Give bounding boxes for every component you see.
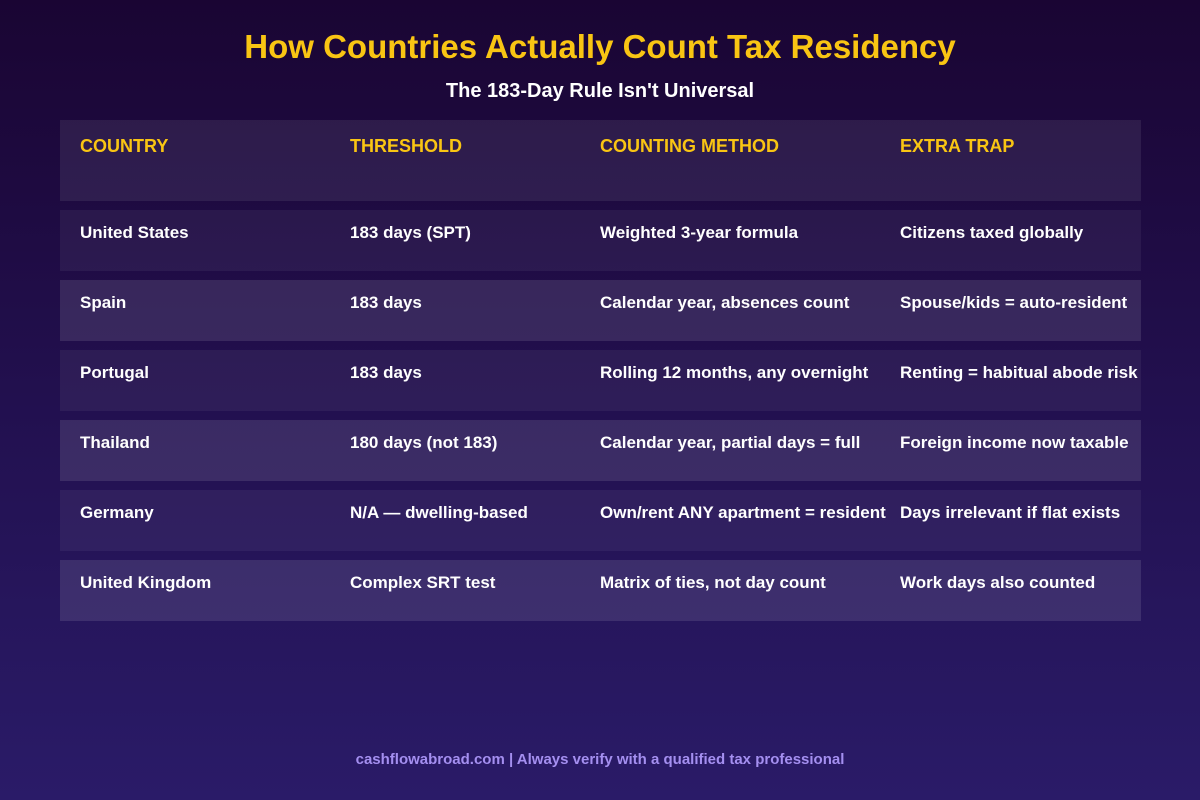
cell-threshold: Complex SRT test	[350, 573, 496, 592]
cell-counting-method: Calendar year, absences count	[600, 293, 850, 312]
cell-counting-method: Own/rent ANY apartment = resident	[600, 503, 886, 522]
column-header-country: COUNTRY	[80, 136, 169, 156]
table-row: Spain 183 days Calendar year, absences cou…	[60, 280, 1141, 341]
column-header-counting-method: COUNTING METHOD	[600, 136, 779, 156]
page-subtitle: The 183-Day Rule Isn't Universal	[445, 80, 755, 102]
cell-extra-trap: Spouse/kids = auto-resident	[900, 293, 1128, 312]
cell-threshold: 180 days (not 183)	[350, 433, 498, 452]
table-row: Germany N/A — dwelling-based Own/rent ANY …	[60, 490, 1141, 551]
cell-counting-method: Weighted 3-year formula	[600, 223, 799, 242]
cell-country: Spain	[80, 293, 127, 312]
cell-country: United States	[80, 223, 189, 242]
cell-threshold: N/A — dwelling-based	[350, 503, 528, 522]
table-row: Thailand 180 days (not 183) Calendar year,…	[60, 420, 1141, 481]
cell-counting-method: Rolling 12 months, any overnight	[600, 363, 869, 382]
footer-note: cashflowabroad.com | Always verify with …	[355, 751, 845, 768]
column-header-extra-trap: EXTRA TRAP	[900, 136, 1015, 156]
cell-extra-trap: Foreign income now taxable	[900, 433, 1129, 452]
cell-threshold: 183 days (SPT)	[350, 223, 471, 242]
column-header-threshold: THRESHOLD	[350, 136, 462, 156]
table-header: COUNTRY THRESHOLD COUNTING METHOD EXTRA …	[60, 120, 1141, 201]
cell-extra-trap: Work days also counted	[900, 573, 1096, 592]
table-row: United States 183 days (SPT) Weighted 3-ye…	[60, 210, 1141, 271]
residency-table: COUNTRY THRESHOLD COUNTING METHOD EXTRA …	[60, 120, 1141, 630]
cell-country: United Kingdom	[80, 573, 212, 592]
table-row: Portugal 183 days Rolling 12 months, any o…	[60, 350, 1141, 411]
page-title: How Countries Actually Count Tax Residen…	[244, 28, 956, 65]
cell-extra-trap: Citizens taxed globally	[900, 223, 1084, 242]
cell-country: Germany	[80, 503, 154, 522]
table-row: United Kingdom Complex SRT test Matrix of …	[60, 560, 1141, 621]
cell-extra-trap: Days irrelevant if flat exists	[900, 503, 1121, 522]
cell-extra-trap: Renting = habitual abode risk	[900, 363, 1138, 382]
cell-counting-method: Matrix of ties, not day count	[600, 573, 826, 592]
cell-threshold: 183 days	[350, 363, 422, 382]
cell-country: Thailand	[80, 433, 150, 452]
cell-counting-method: Calendar year, partial days = full	[600, 433, 861, 452]
cell-country: Portugal	[80, 363, 149, 382]
cell-threshold: 183 days	[350, 293, 422, 312]
